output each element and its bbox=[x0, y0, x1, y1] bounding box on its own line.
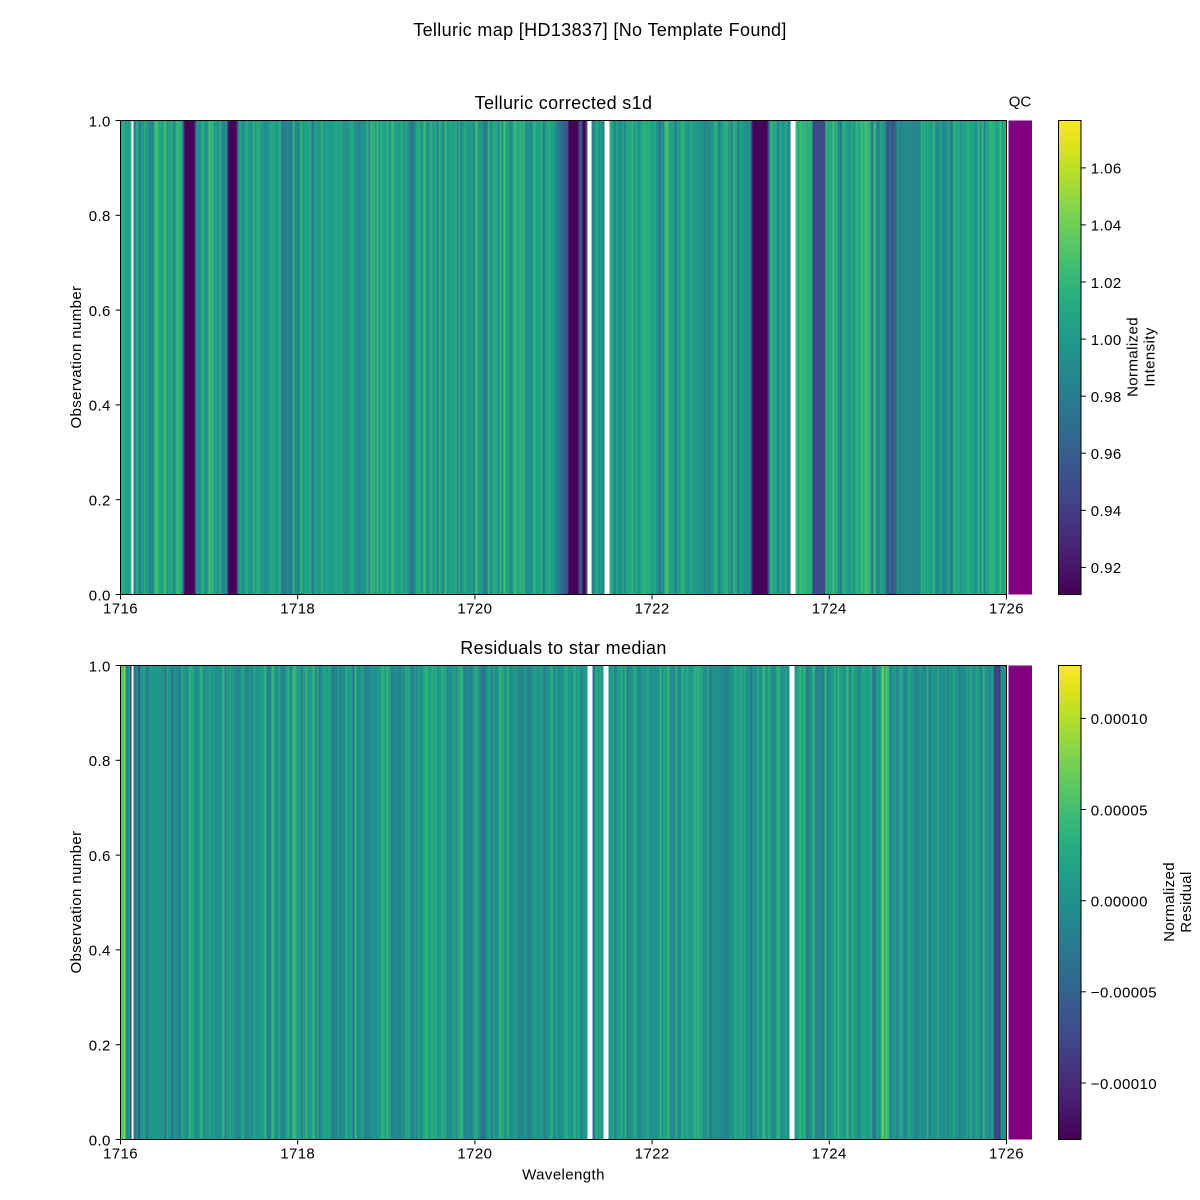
svg-text:−0.00005: −0.00005 bbox=[1091, 985, 1157, 1002]
svg-text:0.2: 0.2 bbox=[89, 493, 111, 510]
svg-text:0.8: 0.8 bbox=[89, 208, 111, 225]
svg-text:0.94: 0.94 bbox=[1091, 503, 1122, 520]
svg-text:1724: 1724 bbox=[812, 601, 847, 618]
svg-text:0.00010: 0.00010 bbox=[1091, 711, 1148, 728]
svg-text:0.98: 0.98 bbox=[1091, 389, 1122, 406]
svg-text:1716: 1716 bbox=[103, 1146, 138, 1163]
svg-text:Residual: Residual bbox=[1178, 871, 1195, 933]
svg-text:1718: 1718 bbox=[280, 1146, 315, 1163]
svg-text:0.2: 0.2 bbox=[89, 1038, 111, 1055]
svg-text:1720: 1720 bbox=[457, 601, 492, 618]
svg-text:0.00000: 0.00000 bbox=[1091, 894, 1148, 911]
svg-text:Observation number: Observation number bbox=[68, 830, 85, 973]
svg-text:1.00: 1.00 bbox=[1091, 332, 1122, 349]
svg-text:0.4: 0.4 bbox=[89, 398, 111, 415]
svg-text:1.0: 1.0 bbox=[89, 113, 111, 130]
svg-text:0.6: 0.6 bbox=[89, 303, 111, 320]
svg-text:1726: 1726 bbox=[989, 601, 1024, 618]
svg-text:1718: 1718 bbox=[280, 601, 315, 618]
svg-text:Normalized: Normalized bbox=[1125, 317, 1142, 397]
svg-text:1.04: 1.04 bbox=[1091, 218, 1122, 235]
svg-text:1.06: 1.06 bbox=[1091, 161, 1122, 178]
svg-text:1716: 1716 bbox=[103, 601, 138, 618]
svg-text:−0.00010: −0.00010 bbox=[1091, 1076, 1157, 1093]
svg-text:1726: 1726 bbox=[989, 1146, 1024, 1163]
svg-text:1722: 1722 bbox=[635, 601, 670, 618]
svg-text:Intensity: Intensity bbox=[1142, 327, 1159, 387]
svg-text:1724: 1724 bbox=[812, 1146, 847, 1163]
svg-text:Telluric map [HD13837] [No Tem: Telluric map [HD13837] [No Template Foun… bbox=[413, 20, 787, 40]
svg-text:0.6: 0.6 bbox=[89, 848, 111, 865]
svg-text:1.0: 1.0 bbox=[89, 658, 111, 675]
svg-text:Normalized: Normalized bbox=[1161, 862, 1178, 942]
svg-text:0.0: 0.0 bbox=[89, 1132, 111, 1149]
svg-text:Telluric corrected s1d: Telluric corrected s1d bbox=[475, 93, 653, 113]
svg-text:Residuals to star median: Residuals to star median bbox=[460, 638, 667, 658]
svg-text:1720: 1720 bbox=[457, 1146, 492, 1163]
svg-text:QC: QC bbox=[1009, 94, 1032, 111]
svg-text:1.02: 1.02 bbox=[1091, 275, 1122, 292]
svg-text:Observation number: Observation number bbox=[68, 285, 85, 428]
svg-text:0.92: 0.92 bbox=[1091, 560, 1122, 577]
svg-text:Wavelength: Wavelength bbox=[522, 1167, 605, 1184]
svg-text:0.0: 0.0 bbox=[89, 587, 111, 604]
svg-text:0.4: 0.4 bbox=[89, 943, 111, 960]
svg-text:0.8: 0.8 bbox=[89, 753, 111, 770]
svg-text:0.96: 0.96 bbox=[1091, 446, 1122, 463]
svg-text:1722: 1722 bbox=[635, 1146, 670, 1163]
svg-text:0.00005: 0.00005 bbox=[1091, 802, 1148, 819]
